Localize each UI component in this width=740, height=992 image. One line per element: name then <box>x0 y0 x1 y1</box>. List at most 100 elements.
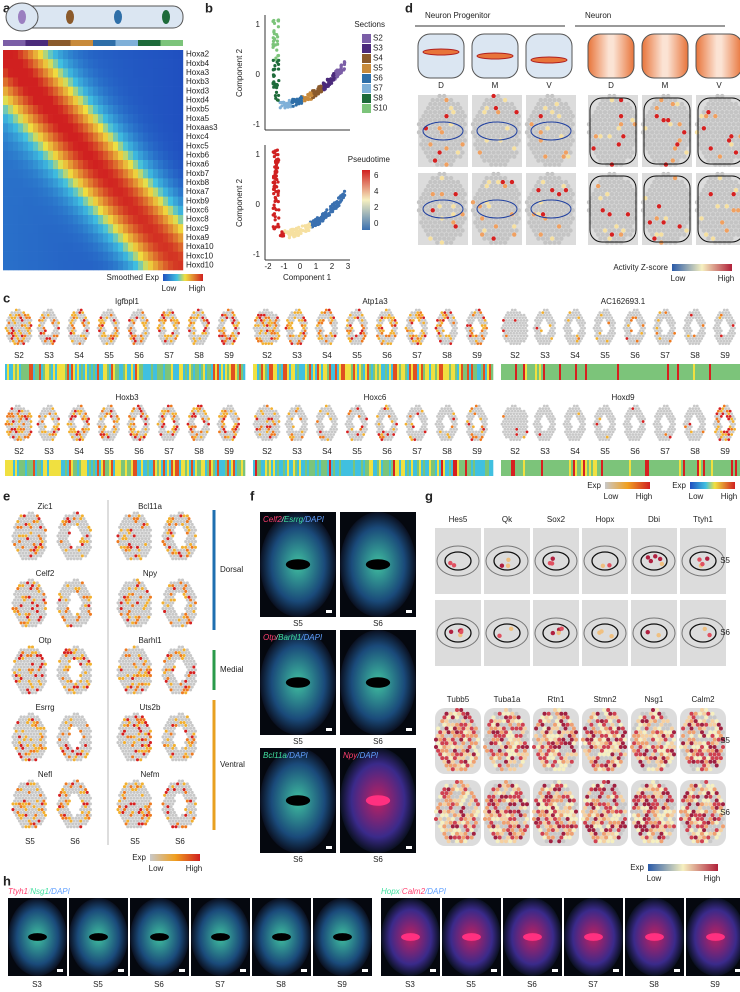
spot <box>458 216 463 221</box>
spot <box>393 324 397 327</box>
heat-cell <box>148 59 154 69</box>
spot <box>682 192 687 197</box>
strip-cell <box>207 364 210 380</box>
spot <box>663 162 669 167</box>
spot <box>505 179 510 185</box>
cell-point <box>271 225 275 229</box>
strip-cell <box>453 364 456 380</box>
heat-cell <box>73 95 79 106</box>
spot <box>72 331 76 335</box>
spot <box>559 126 564 131</box>
spot <box>175 324 179 327</box>
spot <box>289 334 292 338</box>
heat-cell <box>78 187 84 197</box>
spot <box>79 308 83 312</box>
progenitor-zone <box>476 52 514 60</box>
spot <box>605 224 610 229</box>
spot <box>535 337 539 340</box>
heat-cell <box>3 260 9 271</box>
spot <box>710 228 716 233</box>
spot <box>531 109 537 115</box>
spot <box>621 179 626 185</box>
gene-label: Hoxb6 <box>186 151 210 160</box>
spot <box>677 130 682 135</box>
spot <box>510 313 514 317</box>
heat-cell <box>18 95 24 106</box>
spot <box>129 337 133 340</box>
spot <box>656 101 662 107</box>
heat-cell <box>113 233 119 243</box>
cell-point <box>303 99 307 103</box>
heat-cell <box>43 105 49 115</box>
spot <box>645 224 650 229</box>
spot <box>733 179 739 185</box>
spot <box>135 311 139 314</box>
spot <box>332 331 336 335</box>
spot <box>267 337 271 340</box>
spot <box>491 187 496 193</box>
heat-cell <box>108 150 114 161</box>
heat-cell <box>158 59 164 69</box>
spot <box>656 212 662 217</box>
spot <box>52 313 56 317</box>
spot <box>616 126 621 131</box>
spot <box>684 220 689 225</box>
spot <box>666 101 671 107</box>
spot <box>430 183 435 189</box>
spot <box>117 331 120 335</box>
spot <box>489 192 494 197</box>
spot <box>483 329 487 333</box>
spot <box>440 326 444 330</box>
spot <box>628 208 633 213</box>
spot <box>656 109 662 115</box>
strip-cell <box>103 364 106 380</box>
spot <box>661 118 666 123</box>
heat-cell <box>83 187 89 197</box>
spot <box>563 109 569 115</box>
spot <box>261 326 265 330</box>
heat-cell <box>178 242 184 252</box>
spot <box>439 232 445 237</box>
spot <box>623 224 628 229</box>
spot <box>428 228 433 233</box>
spot <box>460 142 465 147</box>
spot <box>232 329 236 333</box>
spot <box>621 220 626 225</box>
heat-cell <box>8 187 14 197</box>
heat-cell <box>88 150 94 161</box>
spot <box>302 326 306 330</box>
spot <box>567 329 570 333</box>
gene-label: Hoxa10 <box>186 242 214 251</box>
spot <box>259 313 263 317</box>
spot <box>428 204 433 209</box>
spot <box>731 122 736 127</box>
spot <box>273 331 276 335</box>
heat-cell <box>118 123 124 133</box>
strip-cell <box>323 364 326 380</box>
heat-cell <box>118 224 124 234</box>
spot <box>436 318 439 322</box>
spot <box>276 316 279 320</box>
spot <box>668 114 673 119</box>
heat-cell <box>153 260 159 271</box>
spot <box>598 187 603 193</box>
spot <box>524 321 527 325</box>
spot <box>538 114 543 119</box>
spot <box>731 192 736 197</box>
spot <box>25 326 28 330</box>
heat-cell <box>48 150 54 161</box>
spot <box>539 334 543 338</box>
section-label: S5 <box>352 351 362 360</box>
heat-cell <box>78 86 84 97</box>
strip-cell <box>33 364 36 380</box>
spot <box>7 321 11 325</box>
heat-cell <box>98 150 104 161</box>
heat-cell <box>73 59 79 69</box>
spot <box>141 311 145 314</box>
spot <box>232 334 236 338</box>
spot <box>290 342 294 346</box>
spot <box>512 232 517 237</box>
heat-cell <box>113 86 119 97</box>
spot <box>561 208 566 213</box>
spot <box>144 321 148 325</box>
